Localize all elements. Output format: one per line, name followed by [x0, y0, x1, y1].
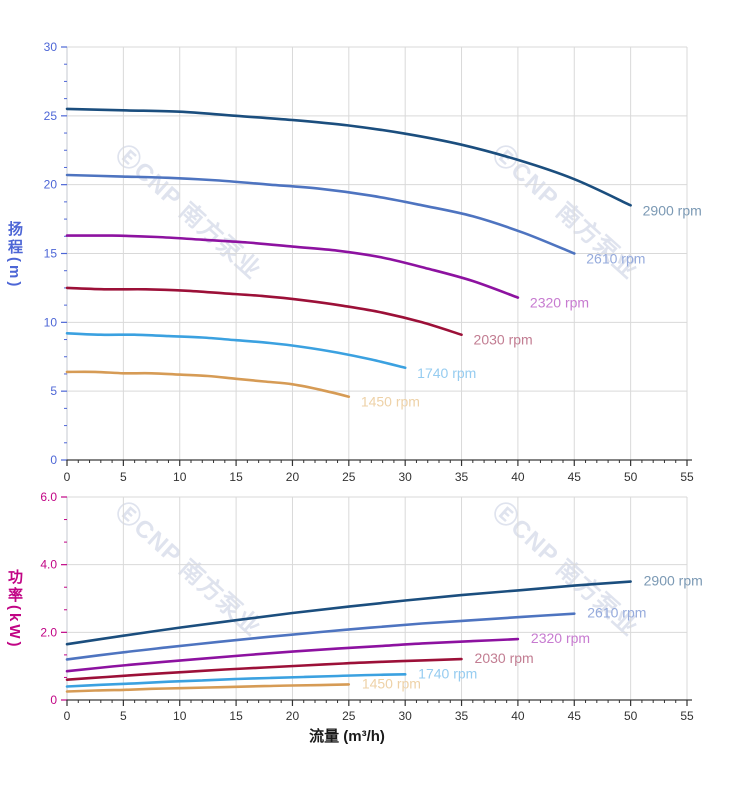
- y-tick-label: 0: [50, 453, 57, 467]
- x-tick-label: 50: [624, 709, 638, 723]
- x-tick-label: 20: [286, 470, 300, 484]
- x-tick-label: 40: [511, 470, 525, 484]
- curve-1740-rpm: [65, 332, 407, 370]
- y-tick-label: 15: [44, 247, 58, 261]
- x-tick-label: 10: [173, 709, 187, 723]
- power-axis-title: 功率(kW): [6, 569, 23, 650]
- x-tick-label: 45: [568, 709, 582, 723]
- series-label-1450-rpm: 1450 rpm: [361, 394, 420, 410]
- y-tick-label: 4.0: [40, 558, 57, 572]
- x-tick-label: 25: [342, 470, 356, 484]
- y-tick-label: 20: [44, 178, 58, 192]
- curve-2900-rpm: [65, 107, 632, 207]
- x-tick-label: 55: [680, 709, 694, 723]
- series-label-2030-rpm: 2030 rpm: [474, 332, 533, 348]
- curve-2320-rpm: [65, 234, 520, 299]
- curve-2610-rpm: [65, 173, 576, 255]
- x-tick-label: 0: [64, 709, 71, 723]
- series-label-1740-rpm: 1740 rpm: [417, 365, 476, 381]
- x-tick-label: 5: [120, 709, 127, 723]
- curve-2030-rpm: [65, 657, 463, 681]
- y-tick-label: 6.0: [40, 490, 57, 504]
- y-tick-label: 25: [44, 109, 58, 123]
- series-label-1740-rpm: 1740 rpm: [418, 665, 477, 681]
- x-tick-label: 15: [229, 470, 243, 484]
- y-tick-label: 0: [50, 693, 57, 707]
- curve-1450-rpm: [65, 683, 351, 693]
- series-label-2610-rpm: 2610 rpm: [587, 605, 646, 621]
- series-label-2900-rpm: 2900 rpm: [643, 202, 702, 218]
- x-tick-label: 0: [64, 470, 71, 484]
- series-label-2320-rpm: 2320 rpm: [531, 630, 590, 646]
- x-tick-label: 35: [455, 470, 469, 484]
- y-tick-label: 10: [44, 315, 58, 329]
- curve-2900-rpm: [65, 580, 632, 646]
- series-label-2320-rpm: 2320 rpm: [530, 295, 589, 311]
- series-label-2030-rpm: 2030 rpm: [475, 650, 534, 666]
- x-tick-label: 15: [229, 709, 243, 723]
- head-axis-title: 扬程(m): [6, 221, 23, 290]
- curve-1740-rpm: [65, 673, 407, 688]
- watermark-text: ⒺCNP 南方泵业: [110, 139, 267, 284]
- x-tick-label: 30: [399, 470, 413, 484]
- curve-2030-rpm: [65, 286, 463, 336]
- x-tick-label: 5: [120, 470, 127, 484]
- y-tick-label: 5: [50, 384, 57, 398]
- x-tick-label: 45: [568, 470, 582, 484]
- x-tick-label: 30: [399, 709, 413, 723]
- x-tick-label: 55: [680, 470, 694, 484]
- curve-1450-rpm: [65, 370, 351, 398]
- series-label-1450-rpm: 1450 rpm: [362, 675, 421, 691]
- y-tick-label: 30: [44, 40, 58, 54]
- flow-axis-title: 流量 (m³/h): [309, 728, 385, 745]
- series-label-2900-rpm: 2900 rpm: [644, 573, 703, 589]
- x-tick-label: 40: [511, 709, 525, 723]
- x-tick-label: 25: [342, 709, 356, 723]
- x-tick-label: 20: [286, 709, 300, 723]
- curve-2610-rpm: [65, 612, 576, 661]
- x-tick-label: 10: [173, 470, 187, 484]
- y-tick-label: 2.0: [40, 625, 57, 639]
- x-tick-label: 35: [455, 709, 469, 723]
- x-tick-label: 50: [624, 470, 638, 484]
- curve-2320-rpm: [65, 637, 520, 673]
- series-label-2610-rpm: 2610 rpm: [586, 251, 645, 267]
